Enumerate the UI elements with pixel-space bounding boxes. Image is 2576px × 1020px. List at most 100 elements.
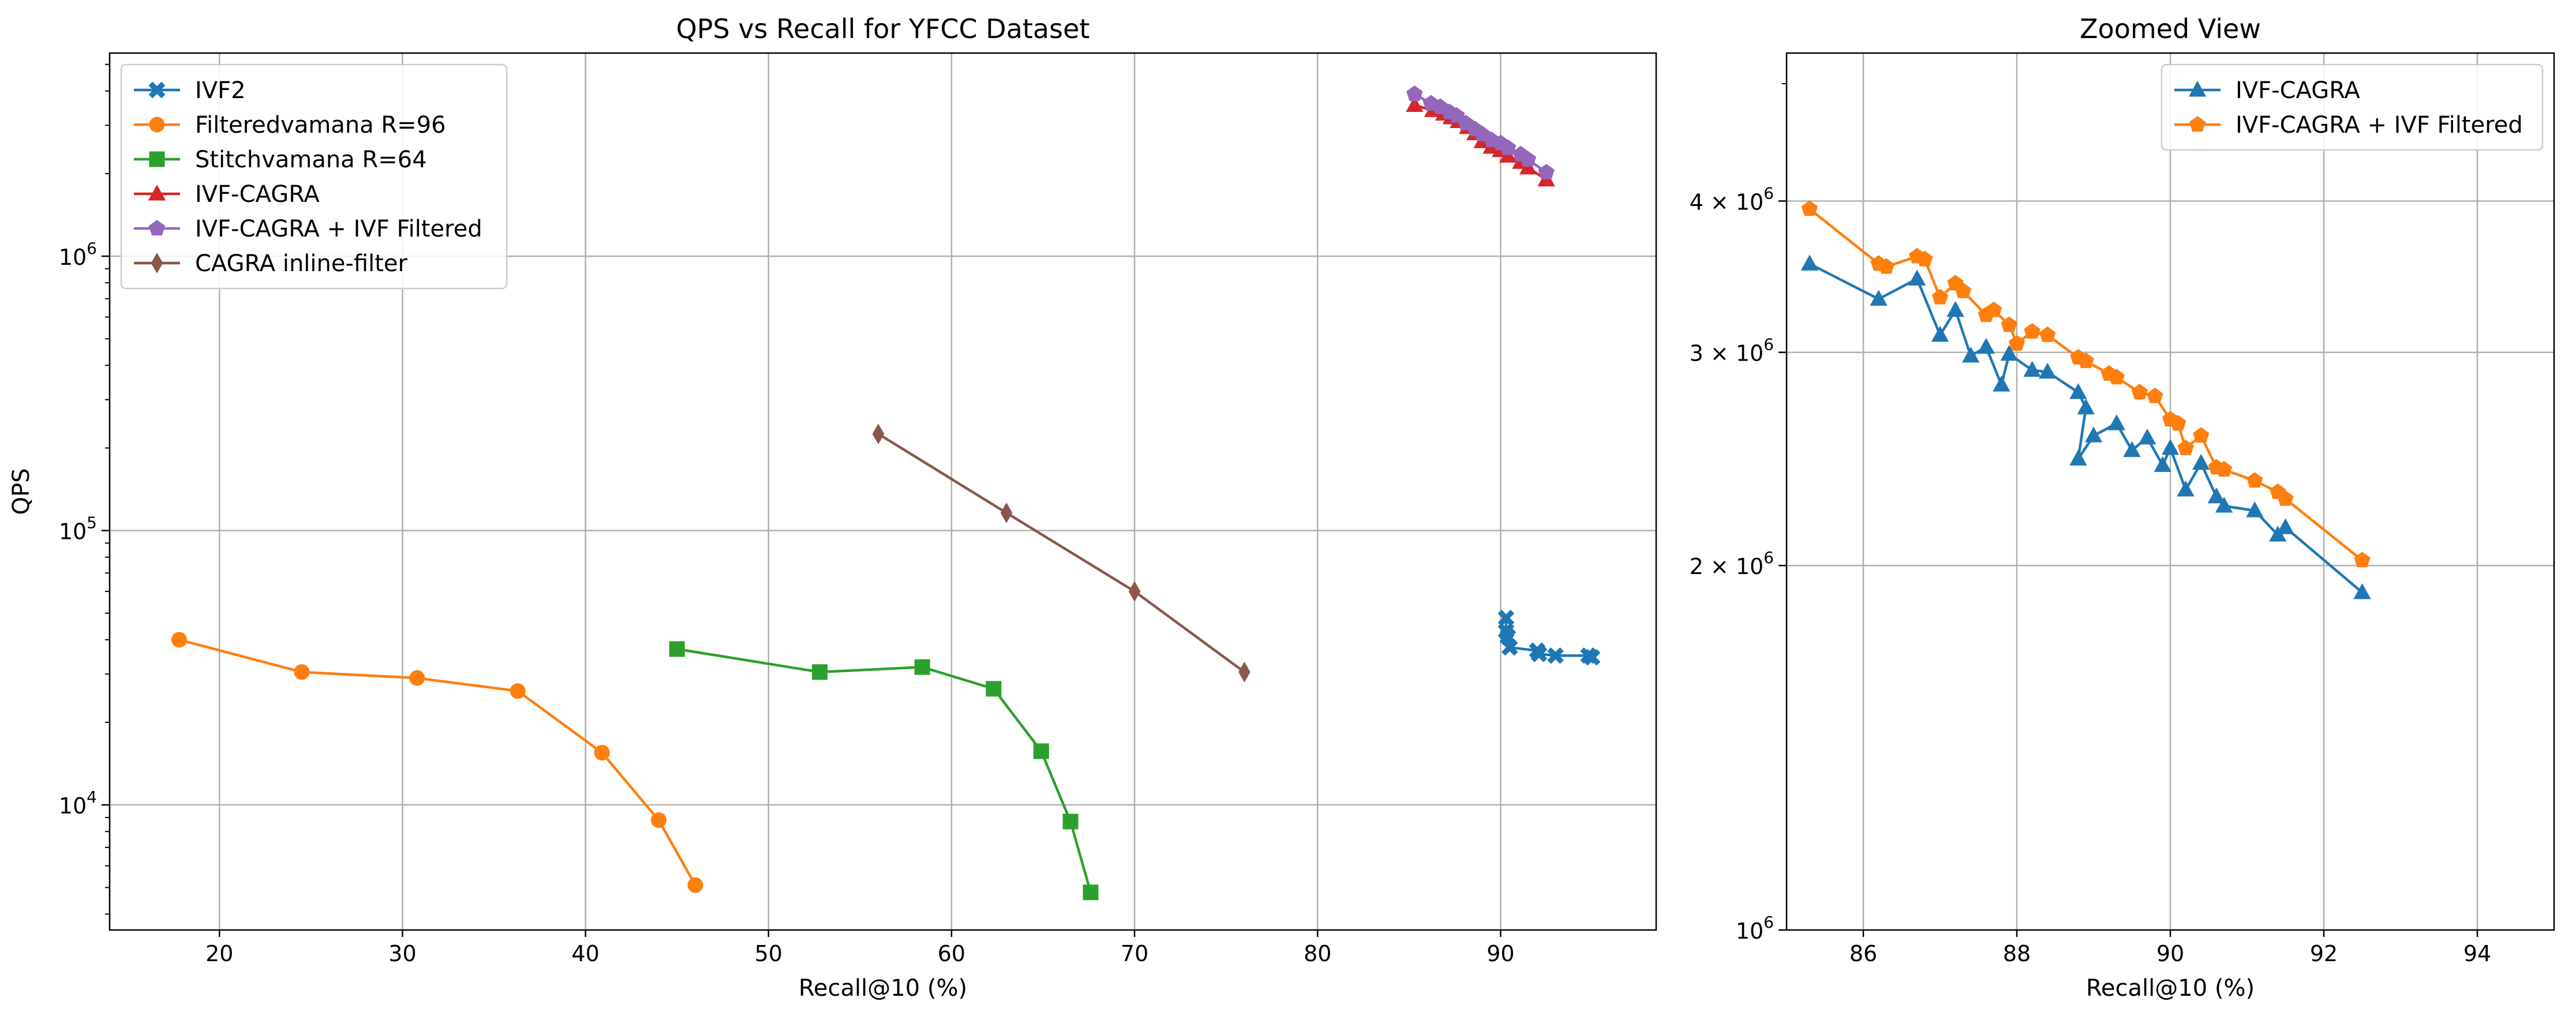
- data-point: [2023, 361, 2041, 377]
- data-point: [986, 681, 1002, 697]
- y-tick-label: 105: [59, 513, 97, 545]
- data-point: [2246, 472, 2263, 488]
- data-point: [2193, 427, 2210, 443]
- data-point: [1530, 646, 1548, 662]
- legend-label: Stitchvamana R=64: [195, 147, 427, 173]
- y-tick-label: 2 × 106: [1690, 548, 1774, 579]
- data-point: [1128, 581, 1141, 602]
- data-point: [650, 812, 667, 828]
- data-point: [409, 670, 425, 686]
- x-tick-label: 50: [755, 941, 782, 966]
- x-tick-label: 80: [1304, 941, 1331, 966]
- data-point: [2000, 344, 2018, 361]
- data-point: [2077, 398, 2095, 415]
- x-tick-label: 70: [1121, 941, 1148, 966]
- y-minor-ticks: [105, 63, 110, 915]
- x-tick-label: 20: [205, 941, 233, 966]
- data-point: [2277, 490, 2294, 506]
- legend-marker: [151, 253, 163, 273]
- x-tick-label: 88: [2003, 941, 2031, 966]
- data-point: [1000, 502, 1013, 523]
- data-point: [1501, 639, 1518, 656]
- data-point: [1238, 661, 1250, 682]
- data-point: [1538, 163, 1555, 179]
- data-point: [171, 632, 188, 648]
- data-point: [2024, 322, 2040, 339]
- data-point: [1962, 346, 1980, 363]
- data-point: [1801, 200, 1818, 216]
- legend-label: Filteredvamana R=96: [195, 112, 446, 138]
- data-point: [2215, 461, 2233, 477]
- legend-marker: [2188, 81, 2207, 97]
- data-point: [2123, 441, 2141, 457]
- data-point: [1519, 158, 1537, 175]
- legend-label: CAGRA inline-filter: [195, 250, 408, 277]
- legend-marker: [149, 151, 165, 167]
- data-point: [1406, 85, 1423, 102]
- x-tick-label: 60: [938, 941, 965, 966]
- y-tick-label: 106: [59, 239, 97, 270]
- y-tick-label: 3 × 106: [1690, 335, 1774, 366]
- data-point: [687, 877, 703, 893]
- data-point: [2170, 415, 2186, 431]
- data-point: [2069, 383, 2087, 399]
- data-point: [2353, 583, 2371, 599]
- data-point: [872, 423, 885, 445]
- data-point: [1931, 288, 1949, 305]
- data-point: [1519, 151, 1537, 167]
- legend-box: [120, 63, 508, 290]
- x-axis-label: Recall@10 (%): [2086, 975, 2255, 1002]
- series-line-6: [877, 433, 1245, 673]
- data-point: [2131, 384, 2148, 400]
- data-point: [2246, 501, 2264, 518]
- data-point: [669, 641, 685, 657]
- y-tick-label: 4 × 106: [1690, 183, 1774, 215]
- x-tick-label: 90: [1487, 941, 1514, 966]
- data-point: [2154, 456, 2171, 472]
- data-point: [1985, 301, 2002, 317]
- x-tick-label: 92: [2310, 941, 2338, 966]
- data-point: [1406, 96, 1424, 112]
- legend: IVF-CAGRA IVF-CAGRA + IVF Filtered: [2161, 63, 2544, 151]
- data-point: [1583, 649, 1601, 666]
- data-point: [1916, 250, 1933, 267]
- data-point: [1062, 813, 1079, 830]
- x-axis-label: Recall@10 (%): [799, 975, 967, 1002]
- data-point: [1931, 325, 1949, 342]
- y-tick-label: 106: [1736, 913, 1774, 944]
- legend-marker: [2189, 116, 2206, 132]
- data-point: [1878, 258, 1895, 274]
- x-tick-label: 86: [1849, 941, 1877, 966]
- series-line-3: [676, 647, 1092, 893]
- legend-label: IVF-CAGRA: [195, 181, 320, 208]
- legend-marker: [148, 220, 166, 236]
- data-point: [2161, 438, 2180, 455]
- data-point: [2147, 387, 2163, 403]
- plot-frame: [108, 52, 1657, 931]
- plot-frame: [1785, 52, 2555, 931]
- data-point: [1499, 139, 1517, 155]
- x-tick-label: 40: [571, 941, 599, 966]
- data-point: [2138, 428, 2156, 445]
- series-line-1: [1809, 262, 2363, 594]
- legend-marker: [149, 117, 165, 133]
- data-point: [2039, 362, 2057, 379]
- data-point: [2215, 496, 2233, 513]
- data-point: [2084, 426, 2103, 442]
- data-point: [2069, 449, 2087, 466]
- legend-label: IVF-CAGRA + IVF Filtered: [2236, 112, 2523, 138]
- data-point: [1946, 301, 1964, 317]
- legend-label: IVF2: [195, 77, 246, 104]
- series-line-2: [1809, 208, 2363, 561]
- data-point: [1870, 290, 1888, 306]
- data-point: [2008, 335, 2025, 351]
- data-point: [2207, 487, 2225, 504]
- data-point: [1993, 376, 2010, 392]
- y-tick-label: 104: [59, 787, 97, 819]
- chart-title: QPS vs Recall for YFCC Dataset: [676, 13, 1090, 44]
- data-point: [2177, 480, 2195, 497]
- legend: IVF2 Filteredvamana R=96 Stitchvamana R=64…: [120, 63, 508, 290]
- data-point: [2039, 326, 2056, 342]
- chart-panel-1: 20 30 40 50 60 70 80 90 104 105 106 QPS vs Recall f…: [8, 13, 1657, 1002]
